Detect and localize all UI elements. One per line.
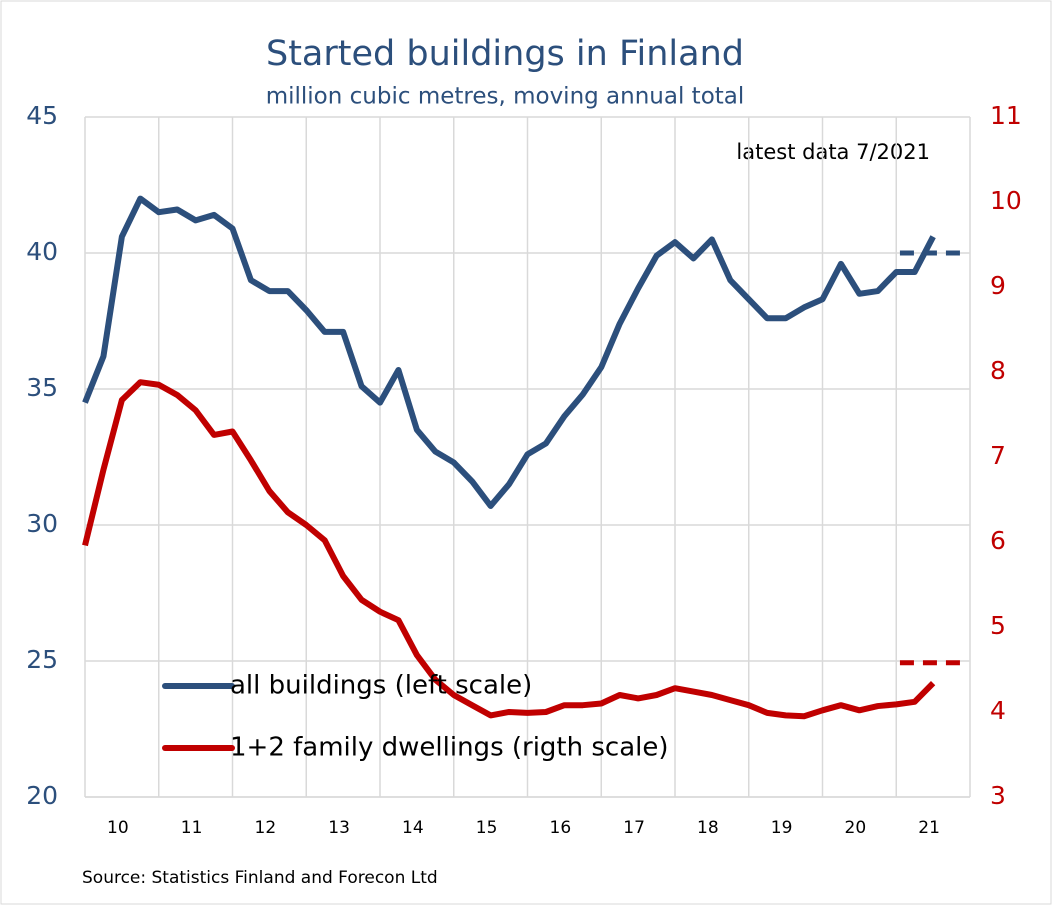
y2-tick-label: 6 — [990, 526, 1006, 555]
chart-subtitle: million cubic metres, moving annual tota… — [266, 84, 745, 110]
y2-tick-label: 4 — [990, 696, 1006, 725]
chart-title: Started buildings in Finland — [266, 34, 744, 74]
x-tick-label: 15 — [476, 818, 498, 838]
x-tick-label: 11 — [181, 818, 203, 838]
x-tick-label: 16 — [550, 818, 572, 838]
x-tick-label: 18 — [697, 818, 719, 838]
x-tick-label: 14 — [402, 818, 424, 838]
y-tick-label: 20 — [26, 781, 58, 810]
y-tick-label: 35 — [26, 373, 58, 402]
y2-tick-label: 5 — [990, 611, 1006, 640]
y2-tick-label: 8 — [990, 356, 1006, 385]
x-tick-label: 12 — [255, 818, 277, 838]
y2-tick-label: 9 — [990, 271, 1006, 300]
y2-tick-label: 7 — [990, 441, 1006, 470]
source: Source: Statistics Finland and Forecon L… — [82, 868, 438, 888]
x-tick-label: 10 — [107, 818, 129, 838]
x-tick-label: 20 — [845, 818, 867, 838]
data-line — [82, 379, 936, 720]
x-tick-label: 13 — [328, 818, 350, 838]
x-tick-label: 17 — [623, 818, 645, 838]
legend-label: 1+2 family dwellings (rigth scale) — [230, 733, 669, 763]
data-line — [82, 195, 936, 509]
annotation: latest data 7/2021 — [736, 140, 930, 164]
y-tick-label: 30 — [26, 509, 58, 538]
y2-tick-label: 3 — [990, 781, 1006, 810]
x-tick-label: 19 — [771, 818, 793, 838]
legend-label: all buildings (left scale) — [230, 671, 532, 701]
x-tick-label: 21 — [918, 818, 940, 838]
y-tick-label: 45 — [26, 101, 58, 130]
y-tick-label: 40 — [26, 237, 58, 266]
y2-tick-label: 11 — [990, 101, 1022, 130]
y-tick-label: 25 — [26, 645, 58, 674]
y2-tick-label: 10 — [990, 186, 1022, 215]
